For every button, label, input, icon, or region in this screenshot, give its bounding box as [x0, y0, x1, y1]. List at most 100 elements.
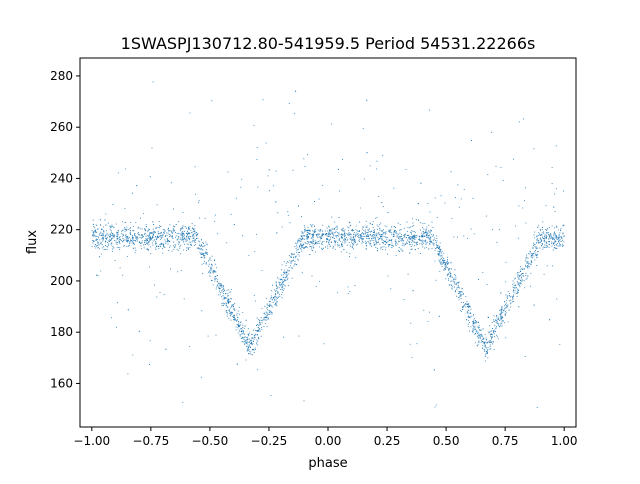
data-point — [427, 320, 429, 322]
data-point — [548, 227, 550, 229]
data-point — [478, 325, 480, 327]
data-point — [421, 244, 423, 246]
data-point — [349, 238, 351, 240]
data-point — [118, 236, 120, 238]
data-point — [560, 235, 562, 237]
data-point — [271, 299, 273, 301]
data-point — [318, 246, 320, 248]
data-point — [241, 341, 243, 343]
data-point — [139, 228, 141, 230]
data-point — [135, 249, 137, 252]
data-point — [434, 406, 436, 408]
data-point — [496, 320, 498, 322]
data-point — [487, 340, 489, 343]
data-point — [535, 254, 537, 256]
data-point — [268, 305, 271, 307]
data-point — [285, 271, 287, 273]
data-point — [200, 247, 202, 250]
data-point — [545, 245, 547, 247]
data-point — [275, 170, 277, 172]
data-point — [97, 242, 99, 245]
data-point — [407, 273, 409, 275]
data-point — [401, 244, 403, 246]
data-point — [320, 247, 323, 249]
data-point — [510, 306, 512, 308]
data-point — [530, 272, 532, 274]
data-point — [312, 239, 314, 241]
data-point — [152, 81, 154, 83]
data-point — [257, 318, 259, 321]
data-point — [179, 241, 181, 243]
data-point — [517, 282, 519, 284]
data-point — [158, 236, 160, 238]
data-point — [304, 166, 306, 168]
data-point — [298, 238, 300, 240]
data-point — [444, 202, 446, 204]
data-point — [358, 230, 360, 232]
data-point — [219, 285, 221, 287]
data-point — [182, 227, 184, 229]
data-point — [311, 237, 313, 239]
data-point — [148, 236, 150, 238]
data-point — [149, 233, 151, 235]
data-point — [332, 246, 334, 248]
y-tick-label: 220 — [50, 223, 73, 237]
data-point — [452, 278, 454, 280]
data-point — [462, 294, 464, 296]
data-point — [140, 245, 142, 247]
data-point — [463, 305, 465, 307]
data-point — [223, 302, 225, 304]
data-point — [135, 235, 137, 237]
data-point — [129, 241, 131, 243]
data-point — [198, 217, 201, 219]
data-point — [269, 313, 271, 315]
data-point — [304, 229, 306, 231]
data-point — [403, 245, 405, 247]
data-point — [323, 343, 325, 345]
data-point — [374, 235, 376, 237]
data-point — [389, 243, 391, 246]
data-point — [541, 237, 544, 239]
data-point — [210, 259, 212, 261]
data-point — [146, 242, 148, 244]
data-point — [440, 195, 442, 197]
data-point — [347, 234, 349, 236]
data-point — [205, 251, 207, 253]
data-point — [487, 348, 489, 351]
data-point — [477, 321, 479, 323]
data-point — [268, 317, 270, 319]
data-point — [411, 218, 414, 220]
data-point — [318, 236, 320, 238]
data-point — [440, 258, 442, 260]
data-point — [248, 344, 250, 346]
data-point — [479, 329, 481, 331]
data-point — [394, 229, 396, 231]
data-point — [347, 226, 349, 228]
data-point — [476, 335, 478, 337]
data-point — [144, 239, 146, 242]
data-point — [260, 335, 262, 337]
data-point — [188, 228, 191, 230]
data-point — [109, 239, 111, 241]
data-point — [298, 335, 300, 337]
data-point — [398, 240, 400, 242]
data-point — [275, 298, 277, 300]
data-point — [290, 267, 292, 269]
data-point — [194, 239, 196, 241]
data-point — [322, 243, 324, 246]
data-point — [419, 243, 421, 245]
data-point — [248, 348, 250, 350]
data-point — [252, 342, 254, 344]
data-point — [134, 247, 136, 249]
data-point — [197, 237, 199, 239]
data-point — [191, 232, 193, 234]
data-point — [286, 274, 288, 276]
data-point — [174, 246, 176, 248]
data-point — [458, 282, 460, 284]
data-point — [241, 330, 243, 333]
data-point — [500, 322, 502, 324]
data-point — [381, 246, 383, 248]
data-point — [124, 228, 126, 230]
data-point — [127, 255, 129, 258]
data-point — [205, 241, 207, 243]
